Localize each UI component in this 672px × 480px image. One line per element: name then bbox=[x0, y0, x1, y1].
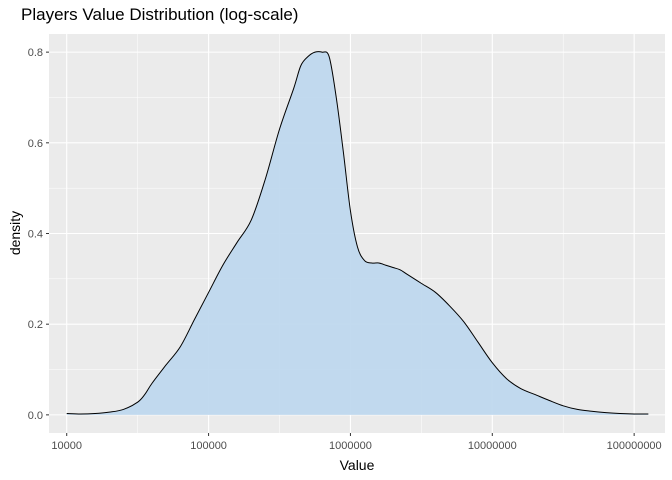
density-area bbox=[66, 51, 649, 415]
chart-title: Players Value Distribution (log-scale) bbox=[21, 5, 299, 24]
y-axis-title: density bbox=[7, 211, 23, 255]
y-axis: 0.0 0.2 0.4 0.6 0.8 bbox=[28, 47, 49, 422]
x-tick-label: 100000 bbox=[190, 440, 227, 452]
x-axis-title: Value bbox=[340, 457, 375, 473]
x-tick-label: 10000000 bbox=[468, 440, 517, 452]
y-tick-label: 0.8 bbox=[28, 47, 43, 59]
x-tick-label: 1000000 bbox=[329, 440, 372, 452]
y-tick-label: 0.4 bbox=[28, 229, 43, 241]
x-axis: 10000 100000 1000000 10000000 100000000 bbox=[51, 433, 662, 452]
y-tick-label: 0.6 bbox=[28, 138, 43, 150]
x-tick-label: 100000000 bbox=[607, 440, 662, 452]
y-tick-label: 0.0 bbox=[28, 410, 43, 422]
y-tick-label: 0.2 bbox=[28, 319, 43, 331]
x-tick-label: 10000 bbox=[51, 440, 82, 452]
density-line bbox=[66, 51, 649, 415]
